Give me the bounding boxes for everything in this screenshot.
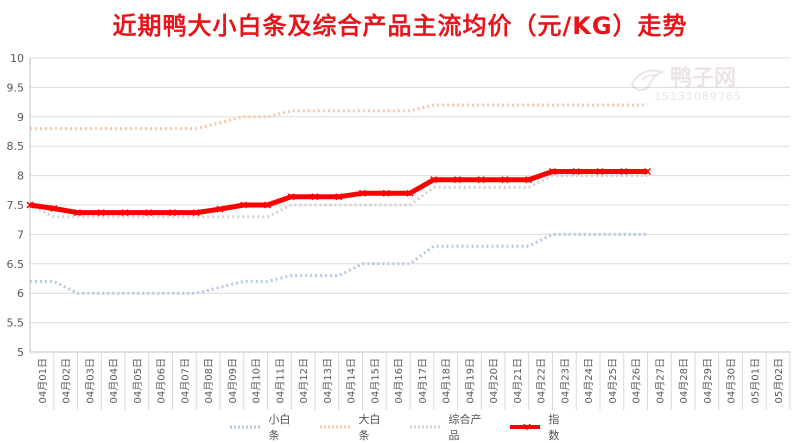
index-point bbox=[643, 167, 652, 176]
chart-title: 近期鸭大小白条及综合产品主流均价（元/KG）走势 bbox=[112, 12, 688, 40]
index-point bbox=[121, 209, 129, 217]
grid-lines bbox=[29, 57, 790, 353]
index-point bbox=[335, 193, 343, 201]
index-point bbox=[501, 176, 509, 184]
index-point bbox=[358, 189, 367, 197]
x-tick-label: 04月27日 bbox=[654, 358, 666, 403]
x-tick-label: 04月11日 bbox=[274, 358, 286, 403]
index-point bbox=[382, 189, 390, 197]
x-tick-label: 04月07日 bbox=[179, 358, 191, 403]
x-tick-label: 05月02日 bbox=[773, 358, 785, 403]
index-point bbox=[430, 176, 438, 184]
x-tick-label: 04月21日 bbox=[512, 358, 524, 403]
x-tick-label: 04月13日 bbox=[322, 358, 334, 403]
x-axis-ticks: 04月01日 04月02日 04月03日 04月04日 04月05日 04月06日 04月0… bbox=[37, 352, 791, 410]
index-point bbox=[453, 176, 462, 184]
y-tick-label: 9 bbox=[17, 111, 24, 124]
legend-label-combo: 综合产品 bbox=[448, 413, 482, 442]
index-point bbox=[192, 209, 200, 217]
x-tick-label: 04月01日 bbox=[37, 358, 49, 403]
x-tick-label: 04月22日 bbox=[536, 358, 548, 403]
legend-item-combo: 综合产品 bbox=[410, 411, 488, 443]
y-axis-ticks: 5 5.5 6 6.5 7 7.5 8 8.5 9 9.5 10 bbox=[7, 52, 25, 359]
x-tick-label: 04月03日 bbox=[84, 358, 96, 403]
y-tick-label: 5.5 bbox=[7, 317, 25, 330]
legend-item-small: 小白条 bbox=[230, 411, 298, 443]
series-lines bbox=[26, 103, 652, 295]
x-tick-label: 04月04日 bbox=[108, 358, 120, 403]
watermark: 鸭子网 15131089765 bbox=[628, 58, 778, 110]
duck-logo-icon bbox=[630, 69, 666, 91]
x-tick-label: 04月29日 bbox=[702, 358, 714, 403]
x-tick-label: 04月09日 bbox=[227, 358, 239, 403]
x-tick-label: 04月02日 bbox=[61, 358, 73, 403]
x-tick-label: 04月19日 bbox=[464, 358, 476, 403]
watermark-text: 鸭子网 bbox=[670, 65, 737, 91]
x-tick-label: 04月12日 bbox=[298, 358, 310, 403]
y-tick-label: 7.5 bbox=[7, 199, 25, 212]
legend-label-big: 大白条 bbox=[358, 413, 381, 442]
series-line-small bbox=[30, 232, 648, 295]
x-tick-label: 04月23日 bbox=[559, 358, 571, 403]
x-tick-label: 04月16日 bbox=[393, 358, 405, 403]
legend-swatch-big bbox=[320, 425, 351, 429]
series-line-big bbox=[30, 103, 648, 131]
index-point bbox=[525, 176, 533, 184]
watermark-phone: 15131089765 bbox=[654, 90, 742, 103]
index-point bbox=[216, 205, 224, 213]
legend-swatch-index bbox=[509, 423, 541, 431]
x-tick-label: 04月05日 bbox=[132, 358, 144, 403]
x-tick-label: 04月20日 bbox=[488, 358, 500, 403]
index-point bbox=[26, 201, 34, 209]
index-point bbox=[477, 176, 485, 184]
series-line-index bbox=[29, 169, 648, 216]
index-point bbox=[406, 189, 414, 197]
y-tick-label: 7 bbox=[17, 228, 24, 241]
x-tick-label: 04月28日 bbox=[678, 358, 690, 403]
x-tick-label: 04月10日 bbox=[251, 358, 263, 403]
x-tick-label: 04月14日 bbox=[346, 358, 358, 403]
legend: 小白条 大白条 综合产品 指数 bbox=[230, 413, 590, 442]
index-point bbox=[596, 167, 604, 176]
x-tick-label: 05月01日 bbox=[749, 358, 761, 403]
index-point bbox=[168, 209, 177, 217]
x-tick-label: 04月18日 bbox=[441, 358, 453, 403]
index-point bbox=[50, 204, 58, 213]
y-tick-label: 8 bbox=[17, 170, 24, 183]
index-point bbox=[572, 167, 580, 176]
y-tick-label: 6 bbox=[17, 287, 24, 300]
y-tick-label: 10 bbox=[10, 52, 24, 65]
index-point bbox=[620, 167, 628, 176]
x-tick-label: 04月30日 bbox=[726, 358, 738, 403]
y-tick-label: 8.5 bbox=[7, 140, 25, 153]
series-line-combo bbox=[29, 174, 648, 219]
y-tick-label: 5 bbox=[17, 346, 24, 359]
x-tick-label: 04月25日 bbox=[607, 358, 619, 403]
x-tick-label: 04月08日 bbox=[203, 358, 215, 403]
index-point bbox=[311, 193, 319, 201]
y-tick-label: 6.5 bbox=[7, 258, 25, 271]
x-tick-label: 04月24日 bbox=[583, 358, 595, 403]
legend-swatch-combo bbox=[410, 425, 441, 429]
x-tick-label: 04月15日 bbox=[369, 358, 381, 403]
y-tick-label: 9.5 bbox=[7, 81, 25, 94]
legend-label-small: 小白条 bbox=[268, 413, 291, 442]
legend-swatch-small bbox=[230, 425, 261, 429]
index-point bbox=[73, 209, 82, 217]
x-tick-label: 04月17日 bbox=[417, 358, 429, 403]
legend-item-big: 大白条 bbox=[320, 411, 388, 443]
index-point bbox=[97, 209, 105, 217]
index-point bbox=[263, 201, 272, 209]
index-point bbox=[287, 193, 295, 201]
legend-label-index: 指数 bbox=[548, 413, 560, 442]
index-point bbox=[240, 201, 248, 209]
x-tick-label: 04月06日 bbox=[156, 358, 168, 403]
index-point bbox=[145, 209, 153, 217]
index-point bbox=[548, 167, 557, 176]
legend-item-index: 指数 bbox=[509, 411, 568, 443]
x-tick-label: 04月26日 bbox=[631, 358, 643, 403]
